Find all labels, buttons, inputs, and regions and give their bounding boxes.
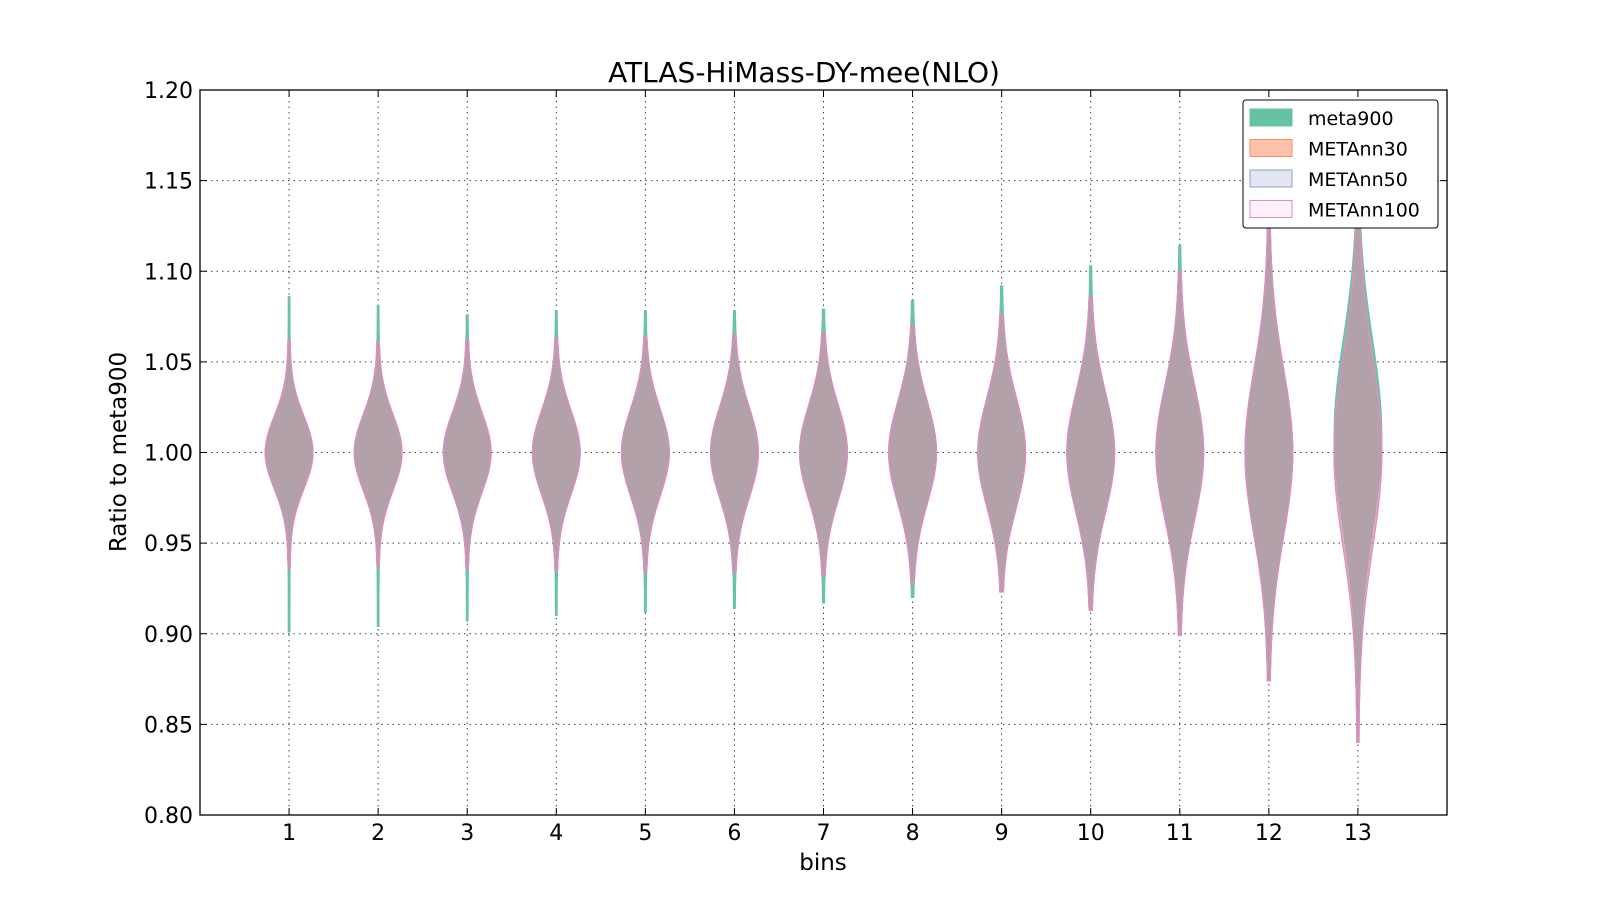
legend-frame <box>1242 99 1439 229</box>
legend-label-METAnn100: METAnn100 <box>1308 200 1420 222</box>
x-axis-ticks: 1 2 3 4 5 6 7 8 9 10 11 12 13 <box>282 90 1372 846</box>
legend-swatch-METAnn100 <box>1249 200 1293 218</box>
y-axis-title: Ratio to meta900 <box>106 352 132 552</box>
x-tick-label: 4 <box>549 821 563 846</box>
x-tick-label: 6 <box>727 821 741 846</box>
y-tick-label: 0.85 <box>144 713 193 738</box>
violin-METAnn100-bin-13 <box>1333 189 1383 744</box>
y-tick-label: 1.10 <box>144 260 193 285</box>
legend: meta900 METAnn30 METAnn50 METAnn100 <box>1242 99 1439 229</box>
violin-METAnn100-bin-4 <box>531 337 581 571</box>
violin-METAnn100-bin-3 <box>442 339 492 570</box>
violin-METAnn100-bin-11 <box>1155 270 1205 637</box>
x-tick-label: 7 <box>817 821 831 846</box>
y-tick-label: 1.15 <box>144 170 193 195</box>
y-tick-label: 1.20 <box>144 79 193 104</box>
violin-METAnn100-bin-9 <box>977 314 1027 593</box>
legend-swatch-meta900 <box>1249 108 1293 127</box>
x-tick-label: 3 <box>460 821 474 846</box>
violin-METAnn100-bin-8 <box>888 325 938 584</box>
x-tick-label: 2 <box>371 821 385 846</box>
violins <box>264 189 1383 744</box>
violin-METAnn100-bin-5 <box>620 335 670 573</box>
y-tick-label: 1.00 <box>144 442 193 467</box>
x-tick-label: 11 <box>1166 821 1194 846</box>
violin-METAnn100-bin-6 <box>709 334 759 573</box>
x-axis-title: bins <box>799 850 847 876</box>
x-tick-label: 1 <box>282 821 296 846</box>
x-tick-label: 13 <box>1344 821 1372 846</box>
violin-METAnn100-bin-12 <box>1244 219 1294 682</box>
violin-METAnn100-bin-2 <box>353 341 403 568</box>
violin-METAnn100-bin-1 <box>264 339 314 570</box>
violin-METAnn100-bin-7 <box>798 332 849 577</box>
legend-label-METAnn30: METAnn30 <box>1308 139 1408 161</box>
violin-METAnn100-bin-10 <box>1066 296 1116 611</box>
y-tick-label: 0.90 <box>144 623 193 648</box>
y-tick-label: 0.95 <box>144 532 193 557</box>
x-tick-label: 9 <box>995 821 1009 846</box>
y-axis-ticks: 0.80 0.85 0.90 0.95 1.00 1.05 1.10 1.15 1.20 <box>144 79 1447 829</box>
x-tick-label: 10 <box>1077 821 1105 846</box>
chart-title: ATLAS-HiMass-DY-mee(NLO) <box>608 56 1000 89</box>
legend-label-meta900: meta900 <box>1308 108 1394 130</box>
legend-swatch-METAnn50 <box>1249 169 1293 188</box>
x-tick-label: 5 <box>638 821 652 846</box>
legend-swatch-METAnn30 <box>1249 139 1293 157</box>
series-METAnn100 <box>264 189 1383 744</box>
y-tick-label: 0.80 <box>144 804 193 829</box>
x-tick-label: 8 <box>906 821 920 846</box>
legend-label-METAnn50: METAnn50 <box>1308 169 1408 191</box>
x-tick-label: 12 <box>1255 821 1283 846</box>
y-tick-label: 1.05 <box>144 351 193 376</box>
